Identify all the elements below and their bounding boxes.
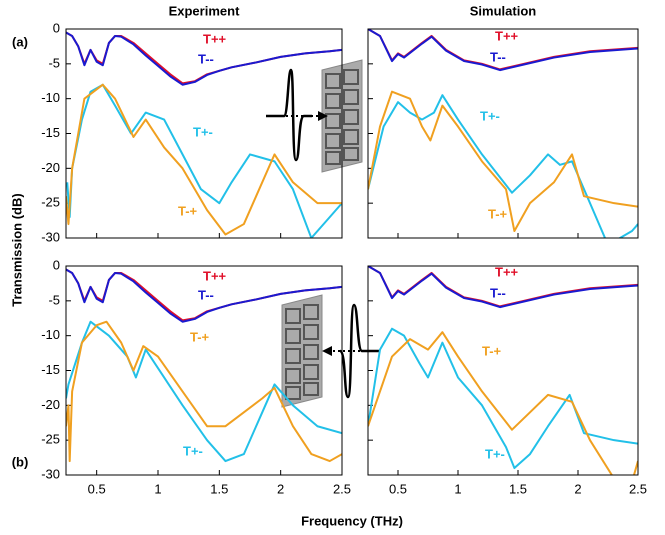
y-tick-label: 0 (53, 20, 60, 35)
plot-frame (65, 28, 343, 239)
series-line (368, 94, 638, 238)
y-tick-label: -30 (41, 466, 60, 481)
inset-b (281, 294, 380, 408)
y-tick-label: -5 (48, 55, 60, 70)
x-axis-label: Frequency (THz) (301, 513, 403, 528)
series-label: T-- (198, 287, 214, 302)
x-tick-label: 0.5 (88, 481, 106, 496)
x-tick-label: 1.5 (210, 481, 228, 496)
plot-frame (367, 265, 639, 476)
x-tick-label: 1 (154, 481, 161, 496)
series-label: T+- (480, 108, 500, 123)
y-tick-label: -25 (41, 432, 60, 447)
series-line (66, 83, 342, 238)
plot-frame (65, 265, 343, 476)
series-label: T+- (193, 124, 213, 139)
panel: 0.5 1 1.5 2 2.5 (367, 265, 647, 496)
y-tick-label: -30 (41, 229, 60, 244)
plot-frame (367, 28, 639, 239)
series-line (66, 268, 342, 323)
y-tick-label: -10 (41, 90, 60, 105)
series-line (66, 320, 342, 463)
y-tick-label: -15 (41, 125, 60, 140)
y-axis-label: Transmission (dB) (9, 193, 24, 306)
series-line (66, 83, 342, 236)
series-label: T-- (490, 49, 506, 64)
x-tick-label: 0.5 (389, 481, 407, 496)
y-tick-label: -5 (48, 292, 60, 307)
series-label: T-+ (178, 203, 198, 218)
series-label: T-- (490, 285, 506, 300)
series-label: T++ (203, 268, 227, 283)
y-tick-label: -25 (41, 195, 60, 210)
series-label: T++ (495, 28, 519, 43)
series-label: T++ (203, 31, 227, 46)
series-line (368, 90, 638, 233)
panel: 0 -5 -10 -15 -20 -25 -30 (41, 20, 343, 244)
panel-label: (a) (12, 34, 28, 49)
x-tick-label: 2.5 (629, 481, 647, 496)
x-tick-label: 1 (454, 481, 461, 496)
y-tick-label: -20 (41, 397, 60, 412)
panel-label: (b) (12, 454, 29, 469)
y-tick-label: -20 (41, 160, 60, 175)
series-label: T-- (198, 51, 214, 66)
panel-title: Experiment (169, 3, 240, 18)
y-tick-label: 0 (53, 257, 60, 272)
x-tick-label: 2 (574, 481, 581, 496)
y-tick-label: -15 (41, 362, 60, 377)
inset-a (266, 59, 363, 173)
series-line (66, 31, 342, 86)
series-line (368, 266, 638, 309)
panel-title: Simulation (470, 3, 537, 18)
x-tick-label: 2 (277, 481, 284, 496)
series-label: T-+ (488, 206, 508, 221)
series-label: T+- (485, 446, 505, 461)
panel (367, 28, 639, 239)
panel: 0 -5 -10 -15 -20 -25 -30 0.5 1 1.5 2 2.5 (41, 257, 351, 496)
series-label: T-+ (482, 343, 502, 358)
series-line (368, 29, 638, 72)
series-label: T++ (495, 264, 519, 279)
y-tick-label: -10 (41, 327, 60, 342)
series-label: T+- (183, 443, 203, 458)
x-tick-label: 1.5 (509, 481, 527, 496)
x-tick-label: 2.5 (333, 481, 351, 496)
series-label: T-+ (190, 329, 210, 344)
series-line (368, 331, 638, 475)
series-line (66, 320, 342, 463)
